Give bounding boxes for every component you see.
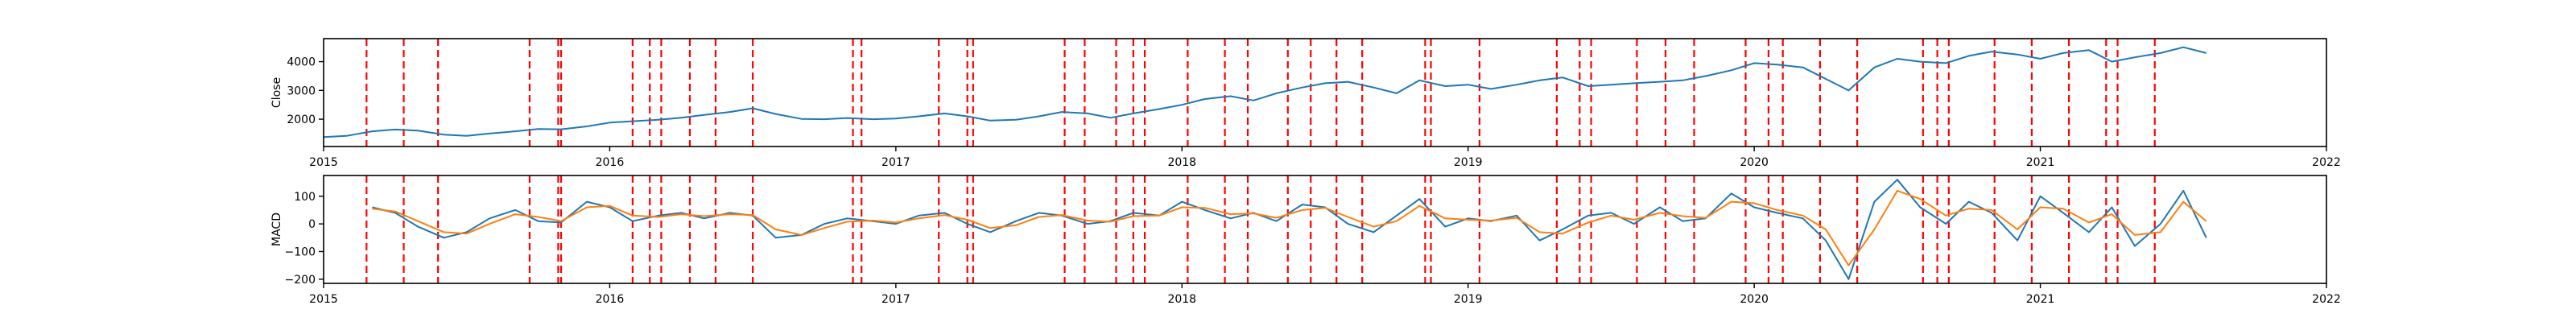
close-x-tick-label: 2017: [881, 156, 910, 169]
macd-y-tick-label: −200: [285, 274, 316, 287]
close-x-tick-label: 2016: [596, 156, 625, 169]
macd-x-tick-label: 2019: [1454, 293, 1483, 306]
macd-series-layer: [372, 179, 2207, 280]
macd-x-tick-label: 2018: [1167, 293, 1196, 306]
macd-x-tick-label: 2022: [2312, 293, 2341, 306]
macd-series-line-0: [372, 179, 2207, 280]
macd-x-tick-label: 2015: [309, 293, 338, 306]
macd-x-axis: 2015 2016 2017 2018 2019 2020 2021 2022: [309, 283, 2341, 306]
close-y-tick-label: 2000: [287, 114, 316, 126]
close-x-tick-label: 2015: [309, 156, 338, 169]
macd-axes-frame: [323, 175, 2327, 284]
close-x-tick-label: 2021: [2026, 156, 2055, 169]
close-axes-frame: [323, 38, 2327, 147]
close-y-tick-label: 4000: [287, 56, 316, 69]
close-y-tick-label: 3000: [287, 85, 316, 97]
close-x-tick-label: 2020: [1740, 156, 1769, 169]
macd-x-tick-label: 2021: [2026, 293, 2055, 306]
event-lines-macd: [365, 175, 2156, 283]
macd-y-tick-label: 0: [308, 218, 316, 231]
close-price-chart: 2015 2016 2017 2018 2019 2020 2021 2022 2000 300…: [270, 38, 2341, 169]
macd-chart: 2015 2016 2017 2018 2019 2020 2021 2022 −200 −10…: [270, 175, 2341, 306]
macd-y-axis-label: MACD: [270, 213, 283, 246]
macd-x-tick-label: 2017: [881, 293, 910, 306]
event-lines-close: [365, 39, 2156, 147]
close-y-axis: 2000 3000 4000: [287, 56, 324, 126]
macd-y-axis: −200 −100 0 100: [285, 191, 324, 287]
close-series-layer: [323, 46, 2207, 138]
close-series-line-0: [323, 46, 2207, 138]
macd-x-tick-label: 2016: [596, 293, 625, 306]
macd-y-tick-label: −100: [285, 246, 316, 258]
macd-x-tick-label: 2020: [1740, 293, 1769, 306]
macd-y-tick-label: 100: [294, 191, 316, 204]
close-x-tick-label: 2019: [1454, 156, 1483, 169]
close-x-tick-label: 2022: [2312, 156, 2341, 169]
close-x-tick-label: 2018: [1167, 156, 1196, 169]
macd-series-line-1: [372, 189, 2207, 266]
close-y-axis-label: Close: [270, 77, 283, 108]
close-x-axis: 2015 2016 2017 2018 2019 2020 2021 2022: [309, 147, 2341, 169]
